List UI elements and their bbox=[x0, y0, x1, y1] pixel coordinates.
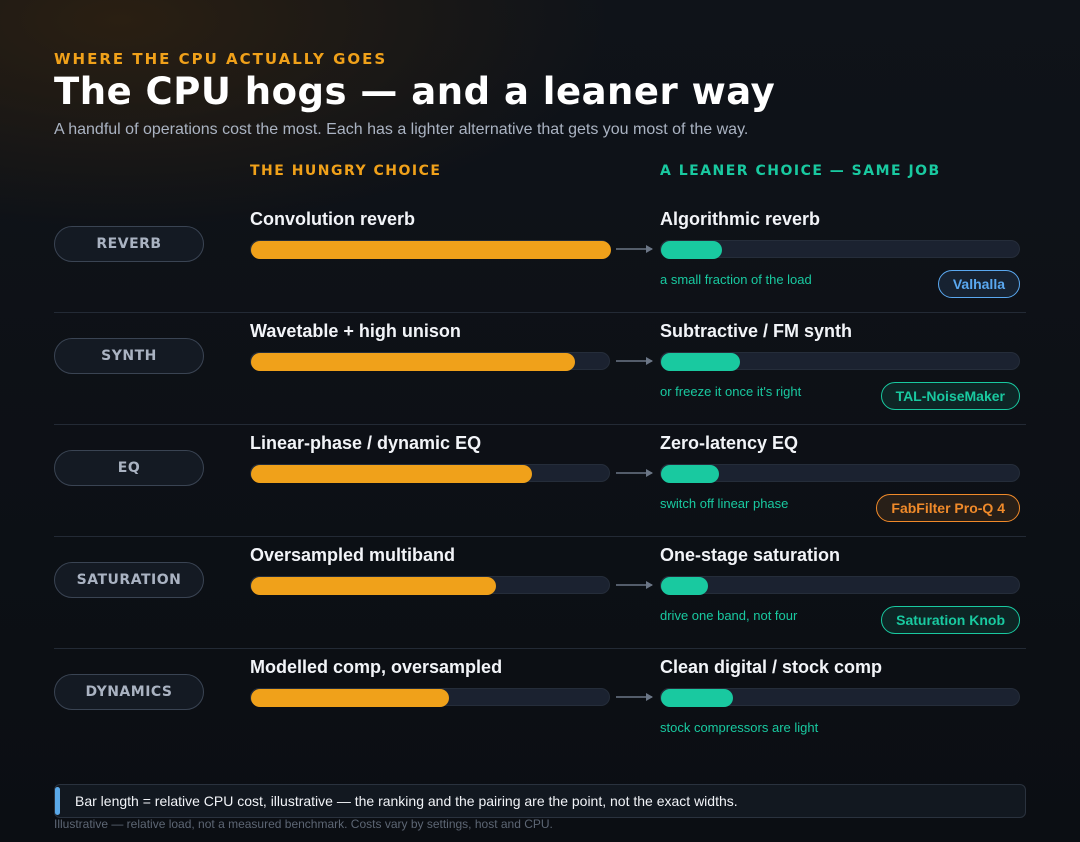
cost-bar bbox=[251, 465, 532, 483]
footnote: Illustrative — relative load, not a meas… bbox=[54, 817, 553, 831]
choice-label: One-stage saturation bbox=[660, 545, 841, 565]
bar-track bbox=[250, 352, 610, 371]
note-box: Bar length = relative CPU cost, illustra… bbox=[54, 784, 1026, 818]
bar-track bbox=[660, 688, 1020, 707]
arrow bbox=[616, 469, 653, 477]
subtitle: A handful of operations cost the most. E… bbox=[54, 121, 749, 138]
category-pill: DYNAMICS bbox=[54, 674, 204, 710]
bar-track bbox=[660, 464, 1020, 483]
cost-bar bbox=[661, 241, 723, 259]
choice-label: Convolution reverb bbox=[250, 209, 416, 229]
choice-label: Subtractive / FM synth bbox=[660, 321, 853, 341]
cost-bar bbox=[251, 689, 449, 707]
arrow bbox=[616, 357, 653, 365]
lean-note: a small fraction of the load bbox=[660, 272, 812, 287]
category-pill: SATURATION bbox=[54, 562, 204, 598]
bar-track bbox=[660, 352, 1020, 371]
cost-bar bbox=[661, 689, 733, 707]
choice-label: Algorithmic reverb bbox=[660, 209, 821, 229]
row-separator bbox=[54, 648, 1026, 649]
cost-bar bbox=[251, 577, 496, 595]
bar-track bbox=[250, 576, 610, 595]
cost-bar bbox=[251, 353, 575, 371]
category-pill: REVERB bbox=[54, 226, 204, 262]
row-separator bbox=[54, 536, 1026, 537]
lean-note: or freeze it once it's right bbox=[660, 384, 802, 399]
choice-label: Linear-phase / dynamic EQ bbox=[250, 433, 482, 453]
eyebrow: WHERE THE CPU ACTUALLY GOES bbox=[54, 50, 388, 68]
choice-label: Zero-latency EQ bbox=[660, 433, 799, 453]
plugin-badge: Valhalla bbox=[937, 270, 1020, 298]
note-accent bbox=[55, 787, 60, 815]
lean-note: switch off linear phase bbox=[660, 496, 789, 511]
bar-track bbox=[250, 240, 611, 259]
column-header: A LEANER CHOICE — SAME JOB bbox=[660, 163, 941, 179]
note-text: Bar length = relative CPU cost, illustra… bbox=[75, 793, 738, 809]
bar-track bbox=[660, 240, 1020, 259]
bar-track bbox=[250, 688, 610, 707]
choice-label: Wavetable + high unison bbox=[250, 321, 461, 341]
plugin-badge: Saturation Knob bbox=[881, 606, 1020, 634]
bar-track bbox=[660, 576, 1020, 595]
choice-label: Clean digital / stock comp bbox=[660, 657, 883, 677]
cost-bar bbox=[251, 241, 611, 259]
title: The CPU hogs — and a leaner way bbox=[54, 70, 776, 113]
cost-bar bbox=[661, 465, 719, 483]
arrow bbox=[616, 581, 653, 589]
choice-label: Oversampled multiband bbox=[250, 545, 456, 565]
row-separator bbox=[54, 424, 1026, 425]
cost-bar bbox=[661, 353, 741, 371]
cost-bar bbox=[661, 577, 708, 595]
bar-track bbox=[250, 464, 610, 483]
category-pill: SYNTH bbox=[54, 338, 204, 374]
plugin-badge: FabFilter Pro-Q 4 bbox=[876, 494, 1020, 522]
lean-note: drive one band, not four bbox=[660, 608, 798, 623]
column-header: THE HUNGRY CHOICE bbox=[250, 163, 442, 179]
arrow bbox=[616, 245, 653, 253]
plugin-badge: TAL-NoiseMaker bbox=[880, 382, 1020, 410]
row-separator bbox=[54, 312, 1026, 313]
choice-label: Modelled comp, oversampled bbox=[250, 657, 503, 677]
arrow bbox=[616, 693, 653, 701]
lean-note: stock compressors are light bbox=[660, 720, 819, 735]
category-pill: EQ bbox=[54, 450, 204, 486]
